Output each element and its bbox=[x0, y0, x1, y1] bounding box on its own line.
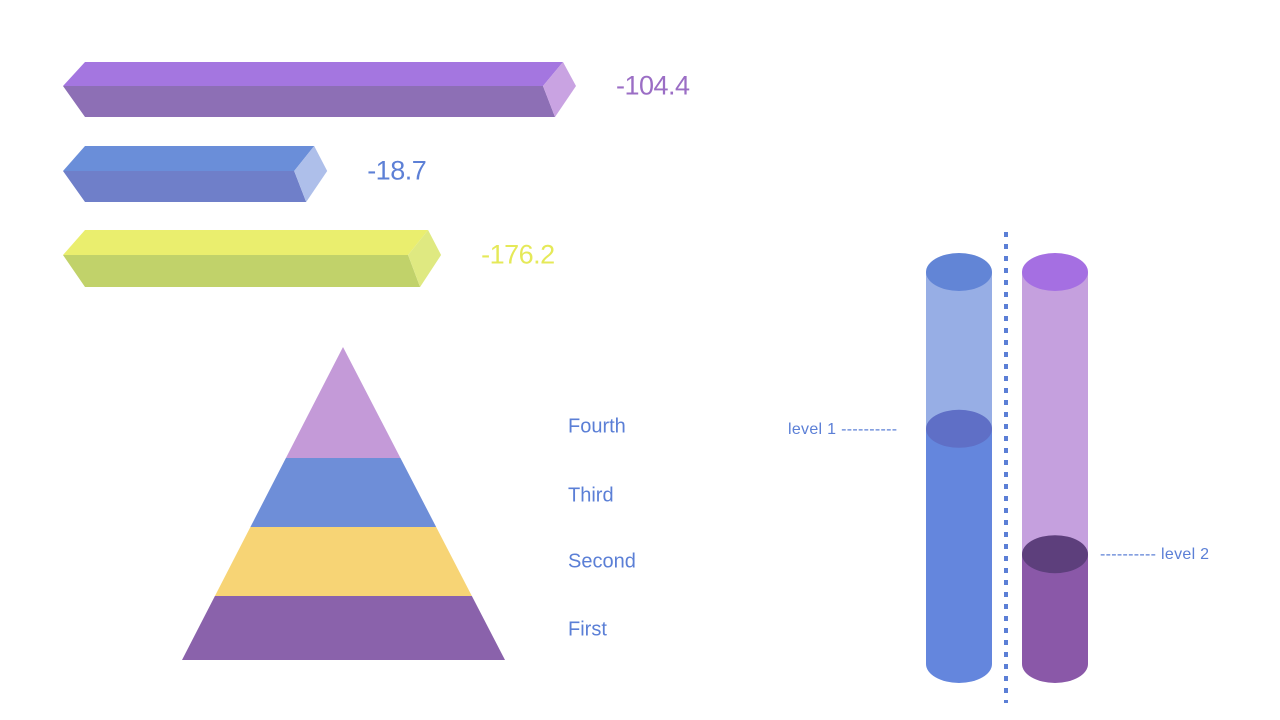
level-1-label: level 1 ---------- bbox=[788, 421, 898, 438]
bar-1-value-label: -104.4 bbox=[616, 70, 690, 101]
bar-3-front-face bbox=[63, 255, 421, 287]
cylinder-2-top-cap bbox=[1022, 253, 1088, 291]
cylinder-1-bottom-cap bbox=[926, 645, 992, 683]
pyramid-level-first bbox=[182, 596, 505, 660]
cylinder-1-level-ellipse bbox=[926, 409, 992, 448]
bar-2-front-face bbox=[63, 171, 307, 202]
bar-1-front-face bbox=[63, 86, 555, 117]
bar-2-end-cap bbox=[294, 146, 328, 202]
cylinder-1-top-cap bbox=[926, 253, 992, 291]
bar-3-top-face bbox=[63, 230, 429, 255]
bar-1-end-cap bbox=[543, 62, 576, 117]
bar-3-end-cap bbox=[408, 230, 442, 287]
pyramid-level-third bbox=[250, 458, 437, 527]
cylinder-1-lower-body bbox=[926, 428, 992, 664]
pyramid-label-second: Second bbox=[568, 550, 636, 573]
pyramid-label-third: Third bbox=[568, 484, 614, 507]
level-2-label: ---------- level 2 bbox=[1100, 546, 1210, 563]
pyramid-level-fourth bbox=[285, 347, 401, 458]
cylinder-2-bottom-cap bbox=[1022, 645, 1088, 683]
cylinder-2-level-ellipse bbox=[1022, 535, 1088, 574]
pyramid-label-fourth: Fourth bbox=[568, 415, 626, 438]
bar-1-top-face bbox=[63, 62, 563, 86]
bar-3-value-label: -176.2 bbox=[481, 239, 555, 270]
pyramid-label-first: First bbox=[568, 618, 607, 641]
bar-2-top-face bbox=[63, 146, 315, 171]
bar-2-value-label: -18.7 bbox=[367, 155, 427, 186]
cylinder-2-upper-body bbox=[1022, 272, 1088, 555]
pyramid-level-second bbox=[214, 527, 472, 596]
cylinder-1-upper-body bbox=[926, 272, 992, 429]
